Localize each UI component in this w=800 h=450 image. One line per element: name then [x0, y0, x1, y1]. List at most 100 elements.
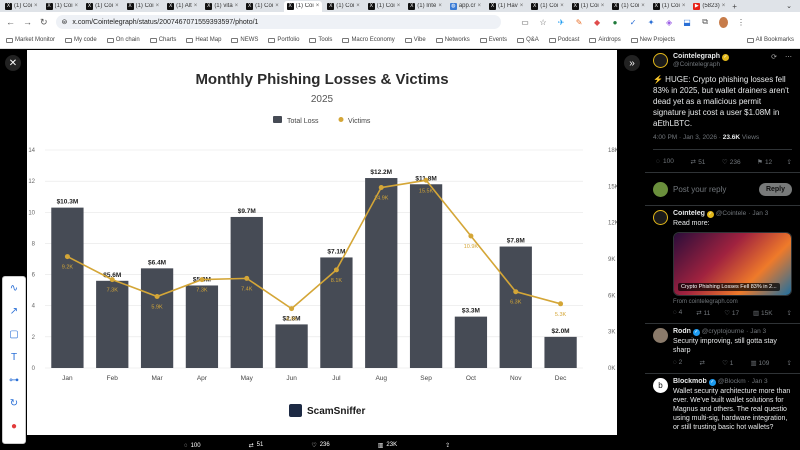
browser-tab[interactable]: X (1) Inte ×	[405, 1, 445, 12]
avatar[interactable]: b	[653, 378, 668, 393]
bookmark-folder[interactable]: Market Monitor	[6, 37, 55, 43]
bookmark-folder[interactable]: My code	[65, 37, 97, 43]
like-action[interactable]: ♡ 17	[724, 310, 740, 317]
avatar[interactable]	[653, 210, 668, 225]
share-icon[interactable]: ⇪	[786, 310, 792, 317]
browser-tab[interactable]: ◍ app.cr ×	[447, 1, 484, 12]
close-tab-icon[interactable]: ×	[438, 3, 442, 9]
browser-tab[interactable]: X (1) Coi ×	[650, 1, 689, 12]
views-action[interactable]: ▥ 109	[750, 360, 770, 367]
close-tab-icon[interactable]: ×	[234, 3, 239, 9]
browser-tab[interactable]: X (1) Hav ×	[486, 1, 526, 12]
browser-tab[interactable]: X (1) Coi ×	[609, 1, 648, 12]
menu-icon[interactable]: ⋮	[737, 17, 746, 27]
text-icon[interactable]: T	[10, 352, 18, 363]
avatar[interactable]	[653, 328, 668, 343]
author-name[interactable]: Rodn	[673, 328, 691, 335]
bookmark-folder[interactable]: Tools	[309, 37, 332, 43]
bookmark-folder[interactable]: NEWS	[231, 37, 258, 43]
all-bookmarks[interactable]: All Bookmarks	[746, 37, 794, 43]
browser-tab[interactable]: ▶ (5823) ×	[690, 1, 728, 12]
share-icon[interactable]: ⇪	[786, 360, 792, 367]
extension-icon[interactable]: ✈	[557, 17, 565, 27]
close-icon[interactable]: ✕	[5, 55, 21, 71]
bookmark-folder[interactable]: On chain	[106, 37, 140, 43]
reply-button[interactable]: Reply	[758, 182, 792, 196]
author-name[interactable]: Cointeleg	[673, 210, 705, 217]
repost-action[interactable]: ⇄ 51	[688, 158, 705, 166]
browser-tab[interactable]: X (1) Coi ×	[528, 1, 567, 12]
close-tab-icon[interactable]: ×	[193, 3, 198, 9]
like-action[interactable]: ♡ 1	[722, 360, 734, 367]
url-field[interactable]: ⊜ x.com/Cointelegraph/status/20074670715…	[55, 15, 501, 29]
bookmark-folder[interactable]: Vibe	[404, 37, 426, 43]
repost-action[interactable]: ⇄	[699, 360, 705, 367]
close-tab-icon[interactable]: ×	[641, 3, 645, 9]
reply-action[interactable]: ◌ 100	[653, 158, 674, 166]
cast-icon[interactable]: ▭	[521, 17, 529, 27]
author-name[interactable]: Cointelegraph	[673, 53, 721, 60]
tab-search-icon[interactable]: ⌄	[786, 3, 792, 10]
extension-icon[interactable]: ✦	[647, 17, 655, 27]
close-tab-icon[interactable]: ×	[519, 3, 524, 9]
bookmark-star-icon[interactable]: ☆	[539, 17, 547, 27]
close-tab-icon[interactable]: ×	[600, 3, 605, 9]
extension-icon[interactable]: ⬓	[683, 17, 691, 27]
bookmark-folder[interactable]: Portfolio	[268, 37, 299, 43]
close-tab-icon[interactable]: ×	[396, 3, 401, 9]
post-time[interactable]: 4:00 PM · Jan 3, 2026 ·	[653, 134, 721, 141]
close-tab-icon[interactable]: ×	[721, 3, 726, 9]
extension-icon[interactable]: ◆	[593, 17, 601, 27]
rotate-icon[interactable]: ↻	[9, 398, 19, 409]
author-handle[interactable]: @cryptojourne	[701, 328, 745, 335]
post-time[interactable]: Jan 3	[750, 328, 767, 335]
browser-tab[interactable]: X (1) Coi ×	[83, 1, 122, 12]
bookmark-action[interactable]: ⚑ 12	[755, 158, 772, 166]
bookmark-folder[interactable]: Heat Map	[186, 37, 221, 43]
pen-icon[interactable]: ∿	[9, 283, 19, 294]
author-handle[interactable]: @Cointele	[715, 210, 747, 217]
share-icon[interactable]: ⇪	[445, 443, 451, 449]
browser-tab[interactable]: X (1) Coi ×	[124, 1, 163, 12]
views-action[interactable]: ▥ 15K	[753, 310, 773, 317]
card-source[interactable]: From cointelegraph.com	[673, 299, 738, 305]
like-action[interactable]: ♡ 236	[311, 442, 329, 449]
bookmark-folder[interactable]: Events	[479, 37, 507, 43]
reply-action[interactable]: ◌ 100	[184, 443, 201, 449]
repost-action[interactable]: ⇄ 51	[249, 442, 264, 449]
bookmark-folder[interactable]: Macro Economy	[342, 37, 395, 43]
rectangle-icon[interactable]: ▢	[9, 329, 19, 340]
browser-tab[interactable]: X (1) Coi ×	[569, 1, 608, 12]
more-icon[interactable]: ⋯	[785, 54, 792, 61]
bookmark-folder[interactable]: New Projects	[630, 37, 675, 43]
bookmark-folder[interactable]: Airdrops	[589, 37, 621, 43]
close-tab-icon[interactable]: ×	[315, 3, 320, 9]
close-tab-icon[interactable]: ×	[74, 3, 79, 9]
site-info-icon[interactable]: ⊜	[61, 19, 68, 26]
browser-tab[interactable]: X (1) Coi ×	[365, 1, 404, 12]
bookmark-folder[interactable]: Charts	[149, 37, 176, 43]
new-tab-icon[interactable]: +	[732, 1, 737, 11]
avatar[interactable]	[653, 53, 668, 68]
extension-icon[interactable]: ✎	[575, 17, 583, 27]
browser-tab[interactable]: X (1) Alt ×	[164, 1, 200, 12]
close-tab-icon[interactable]: ×	[155, 3, 160, 9]
author-handle[interactable]: @Blockm	[717, 378, 746, 385]
browser-tab[interactable]: X (1) Coi ×	[283, 0, 323, 12]
profile-avatar[interactable]	[718, 16, 728, 28]
close-tab-icon[interactable]: ×	[34, 3, 38, 9]
bookmark-folder[interactable]: Networks	[435, 37, 470, 43]
browser-tab[interactable]: X (1) Coi ×	[2, 1, 41, 12]
bookmark-folder[interactable]: Q&A	[517, 37, 539, 43]
close-tab-icon[interactable]: ×	[560, 3, 564, 9]
repost-action[interactable]: ⇄ 11	[696, 310, 711, 317]
link-card[interactable]: Crypto Phishing Losses Fell 83% in 2...	[673, 232, 792, 296]
chevron-right-icon[interactable]: »	[624, 55, 640, 71]
browser-tab[interactable]: X (1) vita ×	[202, 1, 241, 12]
author-handle[interactable]: @Cointelegraph	[673, 61, 721, 68]
browser-tab[interactable]: X (1) Coi ×	[43, 1, 82, 12]
author-name[interactable]: Blockmob	[673, 378, 707, 385]
browser-tab[interactable]: X (1) Coi ×	[243, 1, 282, 12]
bookmark-folder[interactable]: Podcast	[548, 37, 579, 43]
like-action[interactable]: ♡ 236	[720, 158, 741, 166]
